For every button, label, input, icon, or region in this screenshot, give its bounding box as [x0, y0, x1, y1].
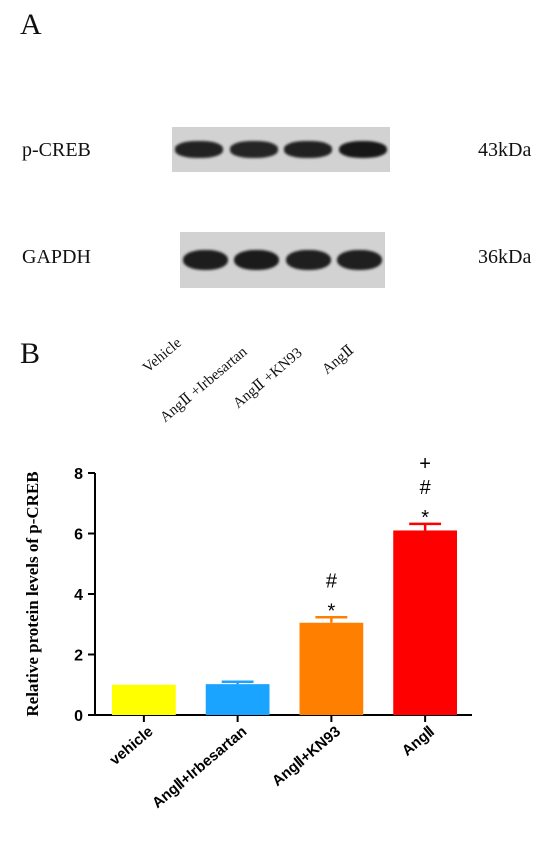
- lane-label-ang: AngⅡ: [319, 342, 358, 378]
- blot-band: [183, 249, 229, 271]
- blot-gapdh: [180, 232, 385, 288]
- blot-band: [229, 141, 278, 158]
- bar: [393, 530, 457, 715]
- y-tick-label: 4: [74, 587, 83, 604]
- lane-label-vehicle: Vehicle: [140, 335, 185, 377]
- x-tick-label: AngⅡ+Irbesartan: [149, 723, 250, 812]
- x-tick-label: AngⅡ: [399, 723, 438, 760]
- blot-band: [338, 141, 387, 158]
- y-tick-label: 0: [74, 708, 83, 725]
- protein-label-gapdh: GAPDH: [22, 246, 91, 268]
- blot-band: [285, 249, 331, 271]
- size-label-gapdh: 36kDa: [478, 246, 532, 268]
- y-tick-label: 6: [74, 527, 83, 544]
- significance-marker: *: [421, 507, 429, 529]
- bar-chart: 0 2 4 6 8 Relative protein levels of p-CREB ve…: [23, 453, 472, 812]
- blot-band: [234, 249, 280, 271]
- bar: [112, 684, 176, 715]
- panel-a-letter: A: [20, 8, 42, 41]
- bar: [299, 622, 364, 715]
- x-tick-label: AngⅡ+KN93: [269, 723, 344, 790]
- protein-label-pcreb: p-CREB: [22, 139, 91, 161]
- y-tick-label: 8: [74, 466, 83, 483]
- blot-band: [284, 141, 333, 158]
- bar: [205, 684, 270, 715]
- blot-band: [336, 249, 382, 271]
- blot-band: [175, 141, 224, 158]
- significance-marker: #: [420, 477, 432, 499]
- size-label-pcreb: 43kDa: [478, 139, 532, 161]
- significance-marker: *: [327, 600, 335, 622]
- y-tick-label: 2: [74, 648, 83, 665]
- panel-b-letter: B: [20, 337, 41, 370]
- blot-pcreb: [172, 127, 390, 172]
- significance-marker: +: [419, 453, 431, 475]
- x-tick-label: vehicle: [107, 723, 157, 769]
- y-axis-label: Relative protein levels of p-CREB: [23, 471, 42, 716]
- significance-marker: #: [326, 570, 338, 592]
